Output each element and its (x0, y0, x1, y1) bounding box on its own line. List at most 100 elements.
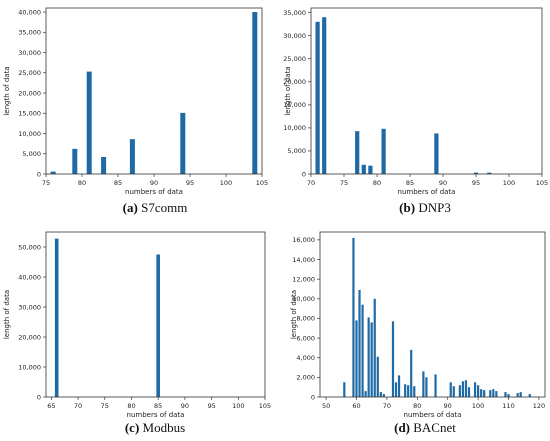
panel-b-bar-5 (381, 128, 386, 174)
panel-c-axes-frame (45, 231, 266, 398)
panel-c-bar-0 (54, 238, 59, 397)
panel-c-ytick-label-2: 20,000 (18, 333, 41, 341)
panel-d-bar-24 (458, 385, 461, 397)
panel-a-ytick-label-5: 25,000 (18, 69, 41, 77)
panel-b-ytick-label-4: 20,000 (283, 78, 306, 86)
panel-b-xtick-label-7: 105 (536, 179, 548, 187)
panel-d-bar-33 (492, 389, 495, 397)
panel-d-ytick-label-1: 2,000 (296, 374, 315, 382)
caption-d: (d) BACnet (310, 420, 540, 436)
panel-d-bar-26 (464, 380, 468, 397)
panel-d-ytick-label-2: 4,000 (296, 354, 315, 362)
panel-b-xtick-label-6: 100 (503, 179, 515, 187)
panel-a-axes-frame (45, 7, 263, 175)
panel-d-bar-29 (477, 385, 480, 397)
panel-a-bar-4 (129, 139, 135, 174)
panel-d-bar-12 (391, 321, 395, 398)
panel-a-xtick-label-1: 80 (78, 179, 86, 187)
panel-d-bar-18 (413, 386, 416, 397)
panel-a-chart: 75 80 85 90 95 100 105 0 5,000 10,000 15,000 20,000… (3, 7, 268, 196)
panel-a-xtick-label-2: 85 (114, 179, 122, 187)
panel-b-bar-8 (487, 172, 492, 174)
caption-c: (c) Modbus (40, 420, 270, 436)
panel-d-bar-4 (361, 304, 364, 397)
panel-a-ytick-label-2: 10,000 (18, 130, 41, 138)
panel-d-chart: 50 60 70 80 90 100 110 120 0 2,000 4,000 6,000 8,000… (290, 231, 546, 419)
panel-c-xtick-label-4: 85 (154, 402, 162, 410)
panel-b-ytick-label-1: 5,000 (287, 147, 306, 155)
panel-c-xtick-label-8: 105 (259, 402, 271, 410)
panel-d-bar-37 (516, 393, 519, 397)
panel-d-bar-14 (397, 375, 401, 397)
panel-a-xtick-label-4: 95 (186, 179, 194, 187)
panel-b-bar-3 (361, 164, 366, 174)
panel-b-xtick-label-3: 85 (406, 179, 414, 187)
panel-b-bar-4 (368, 165, 373, 174)
panel-c-xtick-label-6: 95 (207, 402, 215, 410)
panel-d-xtick-label-6: 110 (502, 402, 514, 410)
panel-a-ytick-label-1: 5,000 (22, 150, 41, 158)
panel-b-xtick-label-1: 75 (340, 179, 348, 187)
panel-d-xtick-label-5: 100 (472, 402, 484, 410)
panel-d-bar-6 (367, 317, 370, 397)
panel-d-ytick-label-4: 8,000 (296, 315, 315, 323)
panel-a-ytick-label-6: 30,000 (18, 49, 41, 57)
panel-d-bar-3 (358, 289, 361, 397)
panel-d-xtick-label-3: 80 (413, 402, 421, 410)
panel-b-xtick-label-5: 95 (472, 179, 480, 187)
panel-d-xtick-label-4: 90 (444, 402, 452, 410)
panel-b-bar-1 (322, 17, 327, 174)
panel-a-ytick-label-3: 15,000 (18, 110, 41, 118)
panel-b-xtick-label-0: 70 (307, 179, 315, 187)
panel-d-bar-0 (343, 382, 346, 397)
panel-d-bar-19 (422, 371, 425, 397)
panel-c-ytick-label-4: 40,000 (18, 273, 41, 281)
caption-b: (b) DNP3 (310, 200, 540, 216)
panel-c-xtick-label-2: 75 (101, 402, 109, 410)
panel-d-bar-38 (519, 392, 522, 397)
panel-d-bar-35 (504, 392, 507, 397)
panel-d-bar-27 (467, 387, 471, 397)
panel-c-chart: 65 70 75 80 85 90 95 100 105 0 10,000 20,000 30,000 4… (3, 231, 271, 419)
panel-c-bar-1 (156, 254, 160, 397)
panel-d-bar-23 (452, 386, 455, 397)
panel-a-xtick-label-0: 75 (42, 179, 50, 187)
panel-d-bar-7 (370, 322, 373, 397)
panel-d-ylabel: length of data (290, 290, 298, 339)
panel-d-bar-17 (410, 349, 413, 397)
panel-a-ytick-label-7: 35,000 (18, 29, 41, 37)
panel-d-ytick-label-8: 16,000 (292, 236, 315, 244)
panel-d-xtick-label-1: 60 (352, 402, 360, 410)
panel-b-bar-6 (434, 133, 439, 174)
panel-c-xtick-label-5: 90 (181, 402, 189, 410)
caption-b-name: DNP3 (418, 200, 451, 215)
panel-c-ytick-label-1: 10,000 (18, 363, 41, 371)
panel-a-ytick-label-0: 0 (37, 170, 41, 178)
panel-a-bar-6 (252, 12, 258, 174)
panel-d-bar-39 (528, 394, 531, 397)
panel-d-xtick-label-7: 120 (533, 402, 545, 410)
panel-d-xtick-label-0: 50 (322, 402, 330, 410)
panel-d-ytick-label-6: 12,000 (292, 275, 315, 283)
panel-c-ytick-label-5: 50,000 (18, 243, 41, 251)
panel-d-bar-5 (364, 391, 367, 397)
caption-b-letter: (b) (399, 200, 416, 215)
panel-a-xlabel: numbers of data (125, 188, 183, 196)
panel-a-bar-1 (72, 148, 78, 174)
panel-d-bar-9 (376, 356, 379, 397)
panel-a-bar-2 (86, 71, 92, 174)
panel-d-ytick-label-7: 14,000 (292, 256, 315, 264)
panel-a-xtick-label-5: 100 (220, 179, 232, 187)
panel-a-xtick-label-3: 90 (150, 179, 158, 187)
panel-c-ytick-label-0: 0 (37, 393, 41, 401)
panel-d-ytick-label-5: 10,000 (292, 295, 315, 303)
panel-d-bar-10 (379, 392, 382, 397)
panel-d-bar-8 (373, 298, 376, 397)
caption-c-letter: (c) (124, 420, 140, 435)
panel-d-bar-1 (352, 237, 355, 397)
panel-a-bar-0 (50, 171, 56, 174)
caption-d-name: BACnet (413, 420, 456, 435)
panel-d-bar-15 (404, 384, 407, 397)
panel-a-ylabel: length of data (3, 66, 11, 115)
